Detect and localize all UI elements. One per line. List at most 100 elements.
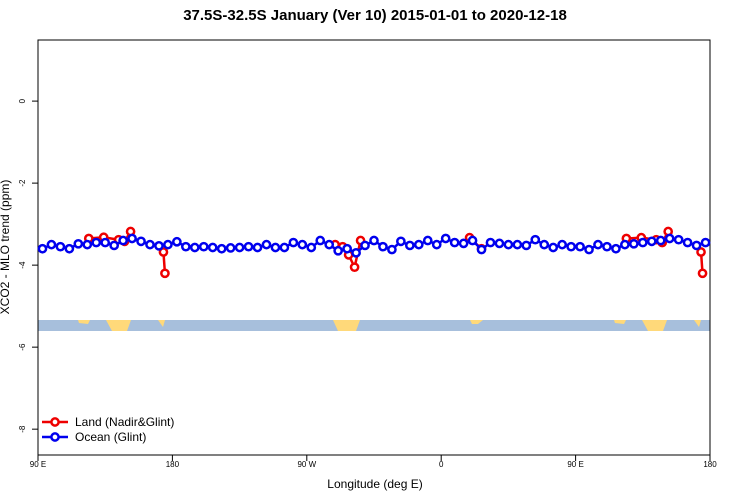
- point: [593, 239, 603, 250]
- point: [378, 241, 388, 252]
- point: [234, 242, 245, 253]
- point: [655, 235, 666, 246]
- point: [691, 240, 702, 251]
- point: [91, 237, 102, 248]
- point: [207, 242, 218, 253]
- point: [566, 241, 576, 252]
- point: [369, 235, 379, 246]
- point: [467, 235, 478, 246]
- point: [431, 239, 442, 250]
- point: [324, 239, 335, 250]
- point: [458, 238, 469, 249]
- point: [315, 235, 326, 246]
- point: [575, 241, 585, 252]
- point: [225, 243, 236, 253]
- point: [503, 239, 514, 250]
- x-tick-label: 180: [166, 460, 180, 469]
- point: [127, 233, 137, 244]
- point: [485, 237, 496, 248]
- point: [288, 237, 299, 248]
- point: [64, 243, 75, 254]
- point: [342, 243, 352, 254]
- point: [333, 245, 344, 256]
- point: [539, 239, 550, 250]
- point: [46, 239, 57, 250]
- point: [387, 244, 397, 255]
- point: [512, 239, 523, 250]
- x-axis-label: Longitude (deg E): [327, 477, 422, 491]
- point: [136, 236, 146, 247]
- point: [37, 243, 48, 254]
- point: [700, 237, 711, 248]
- point: [628, 238, 639, 249]
- point: [216, 243, 227, 254]
- point: [145, 239, 155, 250]
- point: [422, 235, 433, 246]
- point: [261, 239, 272, 250]
- point: [521, 240, 532, 251]
- point: [673, 234, 684, 245]
- point: [243, 241, 254, 252]
- point: [73, 238, 84, 249]
- legend-marker: [50, 417, 60, 427]
- point: [297, 239, 308, 250]
- x-tick-label: 180: [703, 460, 717, 469]
- y-tick-label: -4: [18, 261, 27, 269]
- point: [682, 237, 693, 248]
- point: [664, 233, 675, 244]
- y-axis-label: XCO2 - MLO trend (ppm): [0, 180, 12, 315]
- point: [602, 241, 612, 252]
- legend-label: Land (Nadir&Glint): [75, 415, 174, 429]
- point: [351, 247, 361, 258]
- point: [476, 244, 487, 255]
- point: [413, 239, 424, 250]
- point: [270, 242, 281, 253]
- point: [620, 239, 630, 250]
- point: [118, 235, 128, 246]
- point: [279, 242, 290, 253]
- chart-title: 37.5S-32.5S January (Ver 10) 2015-01-01 …: [183, 7, 567, 24]
- point: [154, 241, 164, 251]
- point: [158, 247, 169, 257]
- point: [557, 239, 568, 250]
- point: [198, 241, 209, 252]
- point: [637, 237, 648, 248]
- y-tick-label: 0: [18, 98, 27, 103]
- point: [449, 237, 460, 248]
- point: [404, 240, 415, 251]
- y-tick-label: -2: [18, 179, 27, 187]
- x-tick-label: 0: [439, 460, 444, 469]
- point: [160, 268, 170, 279]
- y-tick-label: -6: [18, 343, 27, 351]
- point: [180, 241, 191, 252]
- point: [646, 236, 657, 247]
- point: [82, 239, 93, 250]
- legend-label: Ocean (Glint): [75, 430, 146, 444]
- point: [696, 247, 706, 257]
- x-tick-label: 90 E: [30, 460, 46, 469]
- point: [360, 240, 370, 251]
- x-tick-label: 90 E: [567, 460, 583, 469]
- point: [697, 268, 708, 279]
- legend-marker: [50, 432, 60, 442]
- point: [548, 242, 559, 253]
- point: [611, 243, 621, 254]
- y-tick-label: -8: [18, 425, 27, 433]
- point: [252, 242, 263, 253]
- point: [584, 244, 594, 255]
- point: [172, 236, 182, 247]
- point: [109, 240, 120, 251]
- map-strip: [38, 320, 710, 331]
- x-tick-label: 90 W: [297, 460, 316, 469]
- point: [163, 239, 173, 250]
- point: [440, 233, 451, 244]
- point: [306, 242, 317, 253]
- point: [349, 262, 360, 273]
- point: [100, 237, 111, 248]
- point: [396, 236, 406, 247]
- point: [530, 234, 541, 245]
- point: [55, 241, 66, 252]
- point: [494, 238, 505, 249]
- point: [189, 242, 200, 253]
